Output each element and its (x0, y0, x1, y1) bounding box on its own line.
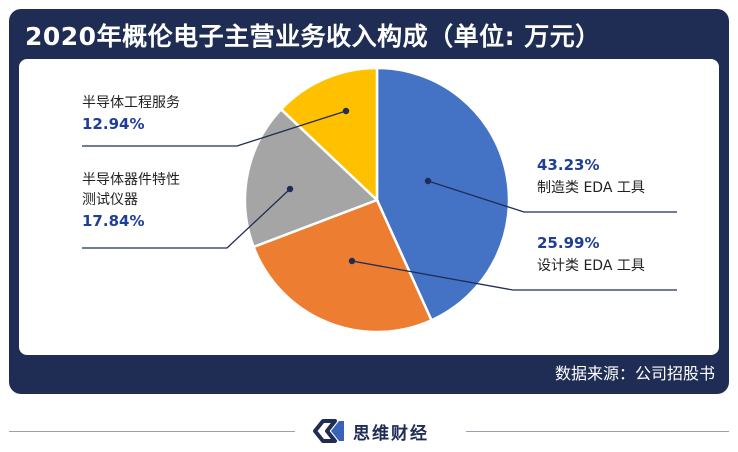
leader-dot-1 (424, 177, 432, 185)
leader-dot-2 (348, 257, 356, 265)
slice-percent-label-3: 17.84% (82, 212, 144, 230)
slice-percent-label-4: 12.94% (82, 115, 144, 133)
swcj-logo-icon (313, 419, 344, 443)
leader-line-3 (82, 188, 291, 249)
footer-divider-left (9, 431, 295, 432)
brand-name: 思维财经 (353, 423, 429, 444)
slice-name-label-2: 设计类 EDA 工具 (537, 258, 645, 274)
data-source-note: 数据来源：公司招股书 (554, 364, 715, 383)
leader-line-4 (82, 110, 347, 147)
pie-slice-1 (375, 66, 511, 322)
brand: 思维财经 (311, 413, 429, 449)
leader-dot-4 (342, 107, 350, 115)
pie-slice-3 (243, 107, 380, 249)
slice-percent-label-1: 43.23% (537, 156, 599, 174)
slice-percent-label-2: 25.99% (537, 234, 599, 252)
pie-slice-2 (251, 198, 434, 334)
pie-slice-4 (279, 66, 379, 203)
chart-title: 2020年概伦电子主营业务收入构成（单位: 万元） (25, 22, 601, 51)
slice-name-label-4: 半导体工程服务 (82, 95, 180, 111)
slice-name-label-3: 半导体器件特性 (82, 172, 180, 188)
slice-name-label-1: 制造类 EDA 工具 (537, 180, 645, 196)
footer-divider-right (466, 431, 729, 432)
leader-line-1 (427, 180, 677, 213)
leader-line-2 (351, 260, 677, 291)
leader-dot-3 (286, 185, 294, 193)
slice-name-label-3: 测试仪器 (82, 192, 138, 208)
